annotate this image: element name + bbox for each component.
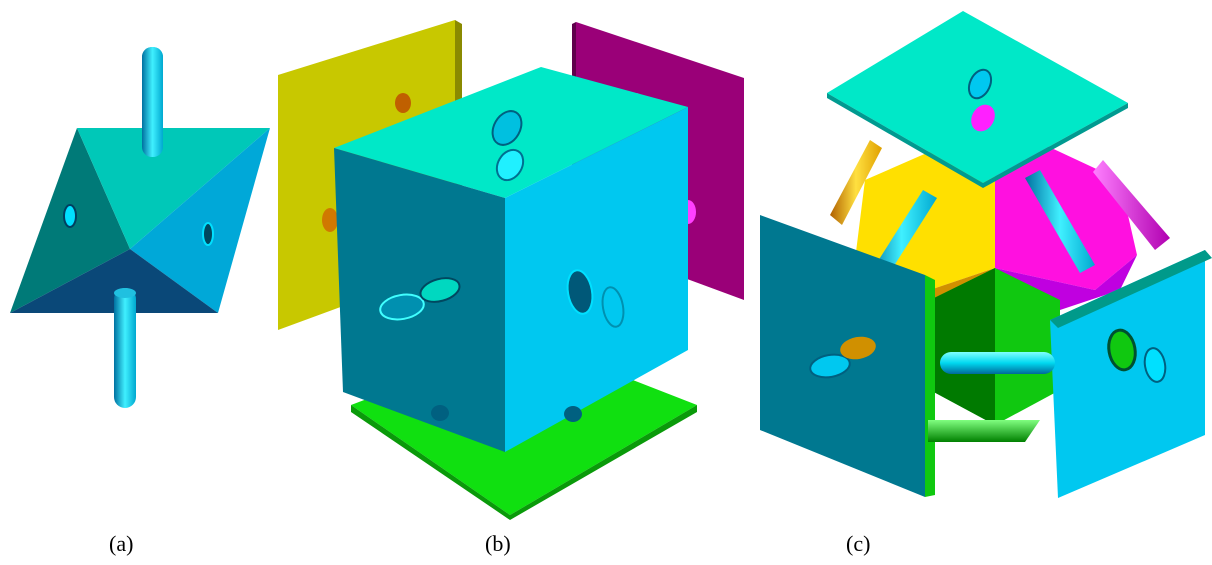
panel-c-exploded (760, 11, 1212, 498)
right-plate-edge (1050, 250, 1212, 328)
rod-pink (1093, 160, 1170, 250)
octahedron-face-upper-right (130, 128, 270, 313)
yellow-plate-hole-2 (322, 208, 338, 232)
caption-b: (b) (485, 531, 511, 556)
rod-green-horizontal (928, 420, 1040, 442)
rod-cyan-2 (1025, 170, 1095, 273)
yellow-plate-hole-1 (395, 93, 411, 113)
cube-right-hole-1 (566, 269, 594, 315)
cube-top-hole-2 (495, 148, 525, 182)
rod-cyan-horizontal (940, 352, 1055, 374)
top-plate-edge (827, 93, 1128, 188)
left-plate-hole-2 (840, 336, 876, 360)
top-plate-hole-2 (971, 104, 995, 132)
bottom-peg (114, 288, 136, 408)
cube-right-face (505, 107, 688, 452)
cube-left-hole-2 (419, 277, 461, 303)
right-plate-hole-2 (1143, 347, 1167, 383)
top-peg-front (142, 47, 163, 157)
bottom-peg-cap (114, 288, 136, 298)
cube-bottom-peg-1 (431, 405, 449, 421)
octahedron-hole-left (63, 204, 77, 228)
left-plate-edge (925, 275, 935, 497)
cube-left-hole-1 (379, 293, 425, 321)
right-plate-hole-1 (1107, 328, 1137, 372)
panel-b-cube (278, 20, 744, 520)
octahedron-face-upper-back (77, 128, 270, 249)
panel-a-octahedron (10, 47, 270, 408)
rod-yellow-left (830, 140, 882, 225)
cube-right-hole-2 (601, 286, 625, 328)
cube-bottom-peg-2 (564, 406, 582, 422)
cube-top-hole-1 (491, 110, 523, 146)
left-plate-hole-1 (809, 353, 851, 379)
octahedron-hole-right (202, 222, 214, 246)
caption-a: (a) (109, 531, 134, 556)
inner-darkgreen-face (930, 268, 995, 425)
caption-c: (c) (846, 531, 871, 556)
top-plate-hole-1 (967, 68, 993, 100)
octahedron-face-lower-left (10, 249, 218, 313)
